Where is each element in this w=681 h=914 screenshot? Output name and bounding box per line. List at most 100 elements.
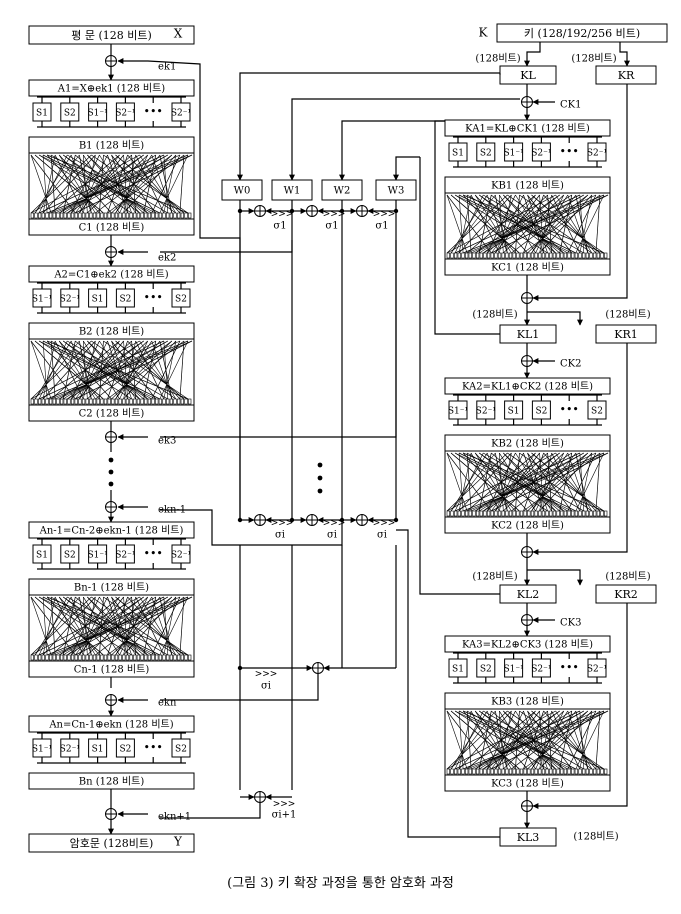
s-box-label: S2⁻¹ — [115, 551, 135, 561]
diffusion-wire — [458, 452, 512, 512]
s-box-label: S1 — [452, 149, 464, 159]
bit-cell — [177, 654, 181, 661]
bit-cell — [158, 654, 163, 661]
bit-cell — [582, 768, 586, 775]
rotate-symbol: >>> — [323, 210, 346, 220]
bit-cell — [508, 252, 513, 259]
bit-cell — [541, 510, 546, 517]
diffusion-wire — [446, 194, 508, 254]
round-b-box-label: B2 (128 비트) — [79, 326, 144, 338]
bit-cell — [545, 768, 549, 775]
diffusion-wire — [446, 710, 508, 770]
bit-cell — [158, 398, 163, 405]
connector-line — [147, 60, 241, 520]
bit-cell — [144, 398, 148, 405]
bit-cell — [512, 252, 516, 259]
bit-cell — [158, 212, 163, 219]
bit-cell — [151, 654, 155, 661]
bit-cell — [549, 768, 553, 775]
kl-box-label: KL — [520, 69, 536, 82]
diffusion-wire — [454, 452, 580, 512]
rotate-symbol: >>> — [271, 519, 294, 529]
diffusion-layer — [444, 708, 611, 776]
bit-cell — [501, 768, 505, 775]
diffusion-wire — [479, 194, 572, 254]
diffusion-wire — [467, 710, 609, 770]
diffusion-wire — [458, 452, 472, 512]
bit-cell — [114, 398, 119, 405]
bit-cell — [483, 510, 487, 517]
bit-cell — [48, 212, 53, 219]
diffusion-wire — [111, 154, 173, 214]
s-box — [88, 738, 108, 758]
diffusion-wire — [539, 710, 552, 770]
bit-cell — [574, 252, 579, 259]
diffusion-wire — [539, 452, 593, 512]
diffusion-wire — [30, 340, 92, 400]
bit-cell — [114, 654, 119, 661]
bit-cell — [155, 398, 159, 405]
bit-cell — [114, 212, 119, 219]
sigma-label: σ1 — [375, 221, 388, 232]
bit-cell — [63, 212, 67, 219]
diffusion-wire — [46, 154, 189, 214]
bit-cell — [162, 654, 166, 661]
bit-cell — [475, 510, 480, 517]
bit-cell — [600, 252, 604, 259]
diffusion-wire — [486, 194, 508, 254]
bit-cell — [59, 398, 64, 405]
diffusion-wire — [75, 340, 193, 400]
kr-box-label: KR2 — [614, 588, 638, 601]
diffusion-wire — [446, 710, 468, 770]
diffusion-wire — [491, 710, 536, 770]
bit-cell — [122, 212, 126, 219]
bit-cell — [67, 654, 71, 661]
bit-cell — [446, 252, 450, 259]
s-box-label: S2⁻¹ — [171, 551, 191, 561]
diffusion-wire — [486, 452, 508, 512]
bit-cell — [78, 398, 82, 405]
diffusion-wire — [163, 596, 177, 656]
ellipsis-dots: ••• — [143, 547, 162, 560]
s-box-label: S2⁻¹ — [531, 149, 551, 159]
bit-cell — [129, 398, 133, 405]
bit-cell — [552, 510, 557, 517]
junction-dot — [393, 208, 399, 214]
diffusion-wire — [579, 194, 593, 254]
bit-cell — [188, 398, 192, 405]
bit-cell — [129, 654, 133, 661]
diffusion-wire — [467, 194, 609, 254]
bit-cell — [497, 768, 502, 775]
rotate-symbol: >>> — [373, 519, 396, 529]
diffusion-wire — [491, 452, 536, 512]
bit-cell — [501, 510, 505, 517]
diffusion-wire — [527, 194, 589, 254]
diffusion-wire — [523, 452, 601, 512]
diffusion-wire — [115, 154, 161, 214]
bit-cell — [48, 654, 53, 661]
bit-cell — [545, 510, 549, 517]
bit-cell — [479, 252, 483, 259]
bit-cell — [450, 252, 454, 259]
bit-cell — [184, 212, 188, 219]
sigma-label: σi — [327, 530, 337, 541]
bit-width-label: (128비트) — [605, 309, 650, 321]
bit-width-label: (128비트) — [571, 53, 616, 65]
diffusion-wire — [483, 194, 560, 254]
diffusion-wire — [151, 596, 173, 656]
s-box — [88, 288, 108, 308]
bit-cell — [169, 212, 174, 219]
kl-box-label: KL3 — [517, 831, 540, 844]
diffusion-wire — [42, 154, 48, 214]
bit-cell — [464, 768, 469, 775]
key-round-c-box-label: KC2 (128 비트) — [491, 520, 564, 532]
kr-box-label: KR1 — [614, 328, 638, 341]
key-round-input-box-label: KA2=KL1⊕CK2 (128 비트) — [462, 381, 593, 393]
plaintext-symbol: X — [174, 27, 183, 41]
diffusion-wire — [539, 194, 593, 254]
diffusion-wire — [539, 710, 593, 770]
connector-line — [393, 156, 420, 181]
diffusion-wire — [83, 154, 96, 214]
s-box — [448, 142, 468, 162]
bit-cell — [144, 654, 148, 661]
